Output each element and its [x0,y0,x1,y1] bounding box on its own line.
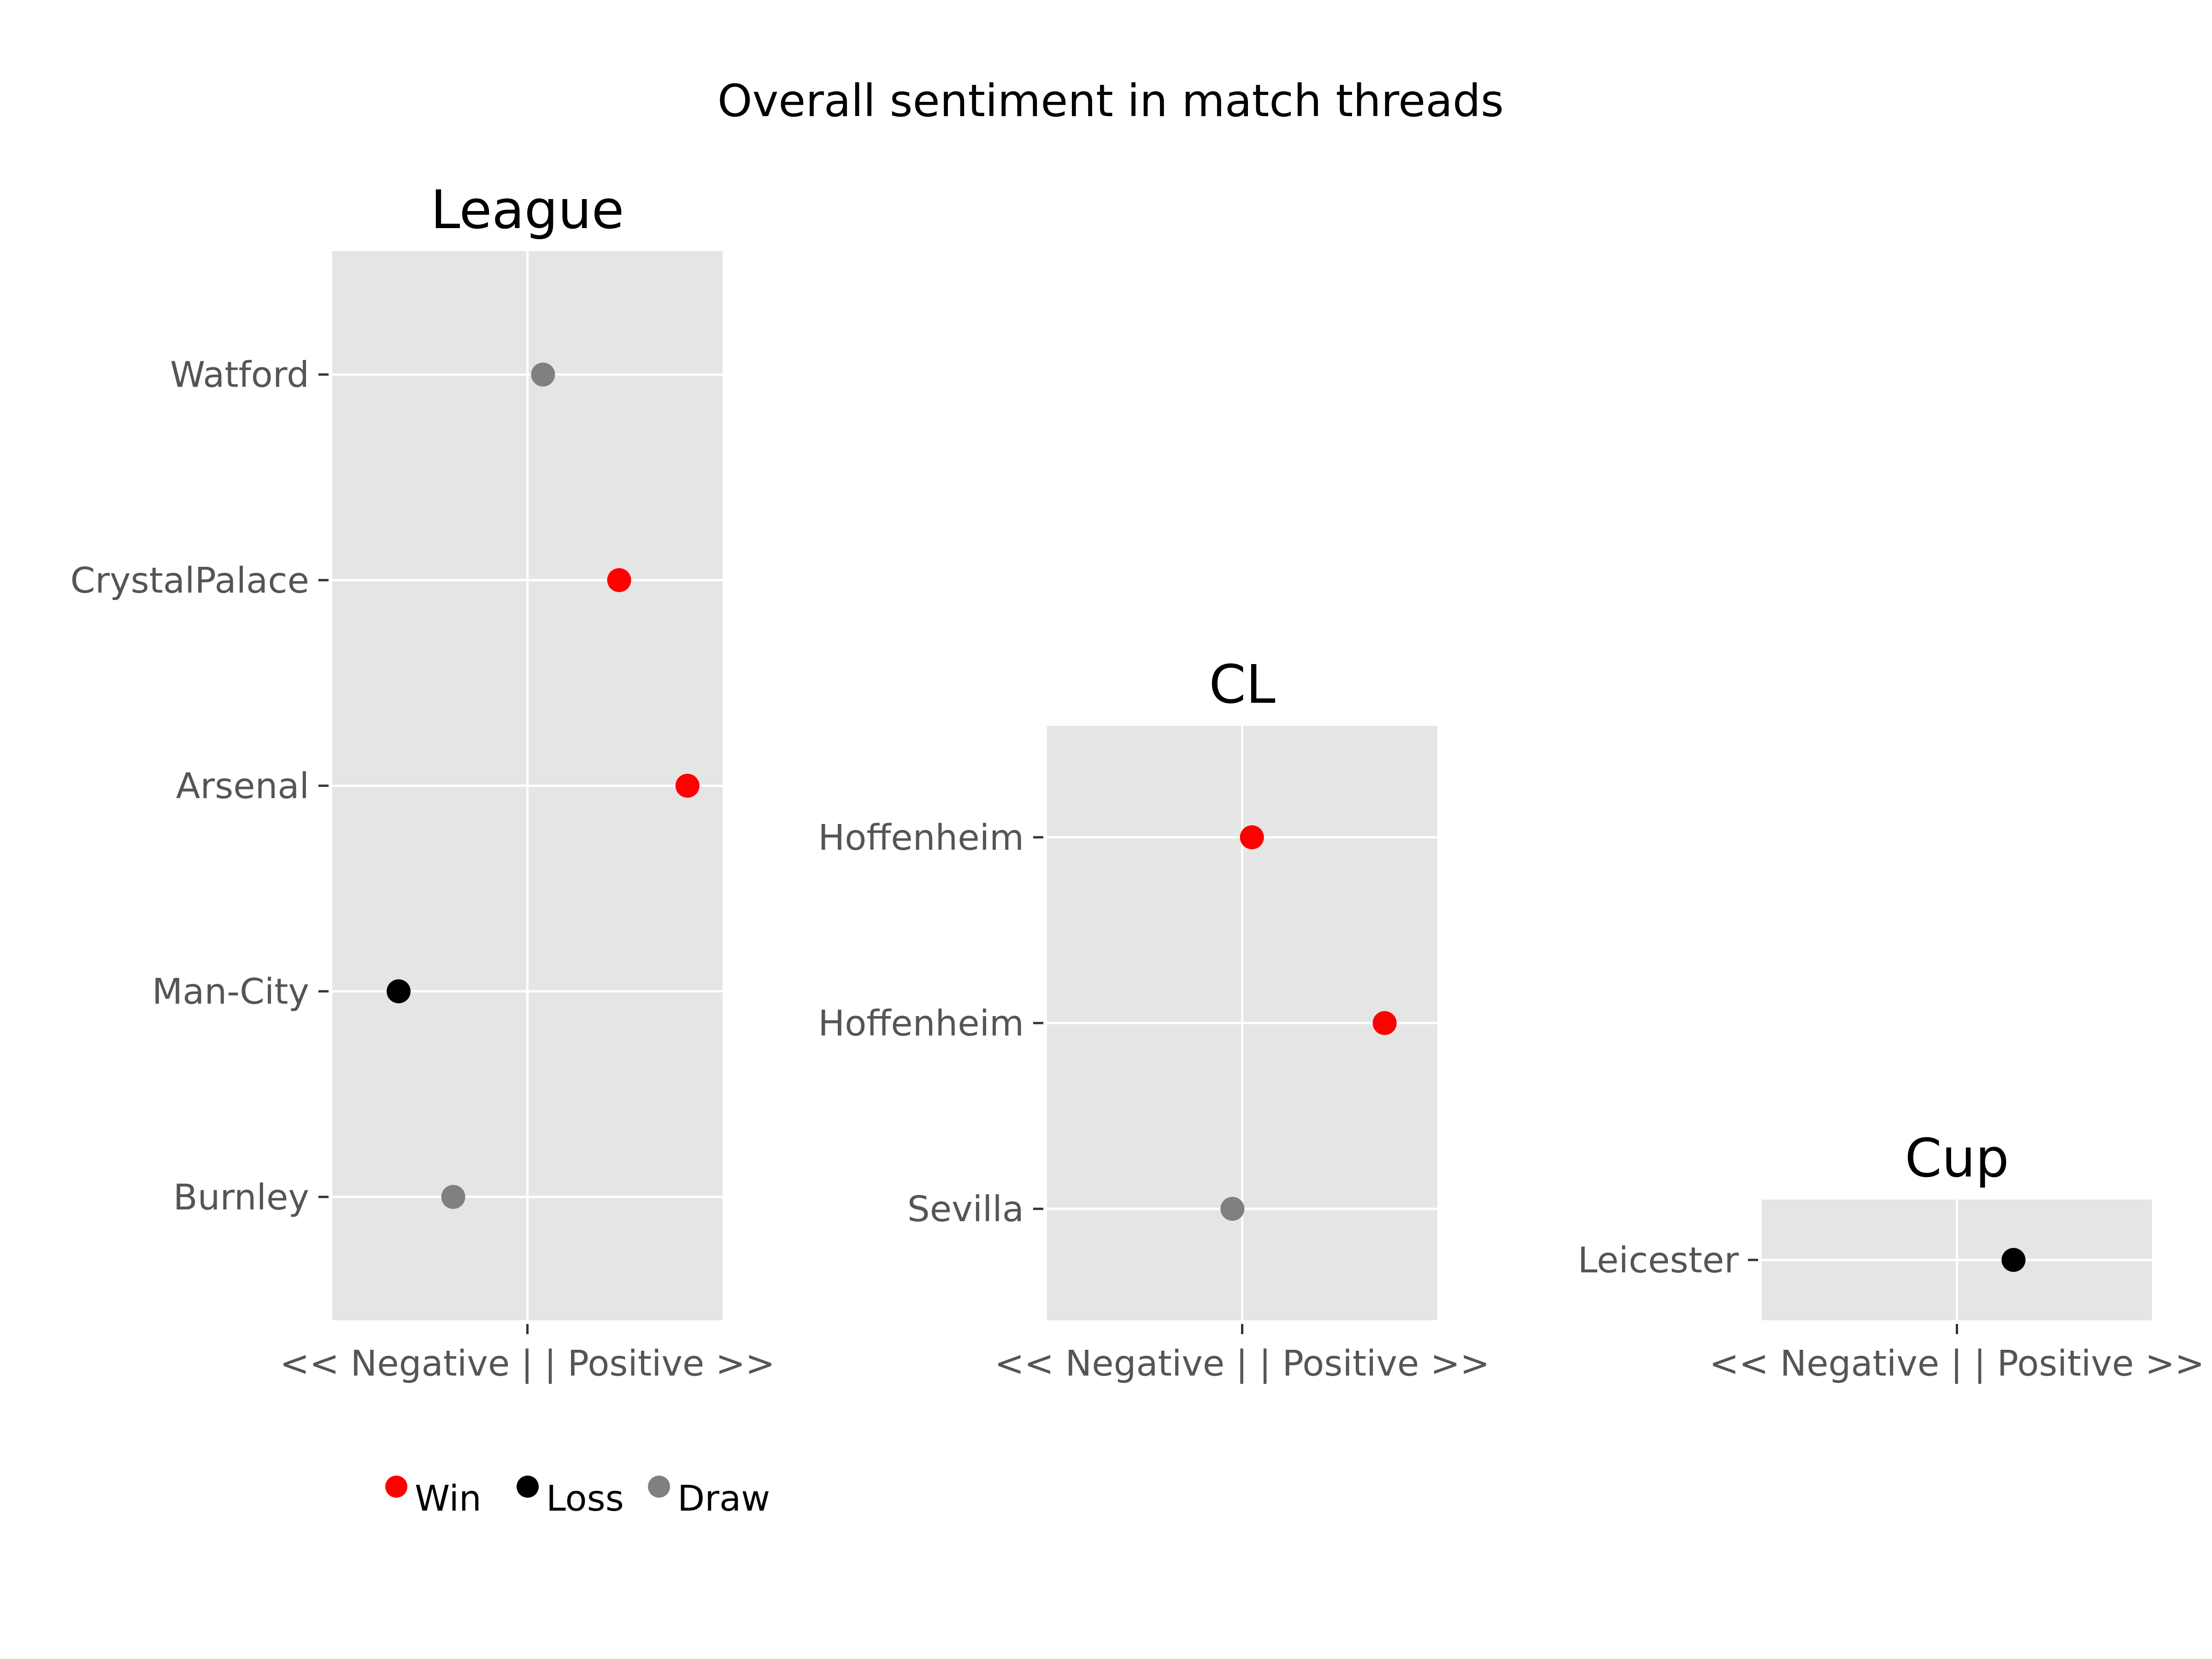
data-point [675,774,700,798]
legend-label: Draw [677,1478,770,1519]
panel-title: CL [1209,654,1275,716]
data-point [607,568,631,592]
y-tick-label: Watford [170,355,309,396]
data-point [1240,825,1264,849]
panel-title: League [431,179,624,241]
data-point [441,1185,465,1209]
y-tick-label: Sevilla [907,1189,1024,1230]
data-point [2001,1248,2026,1272]
panel-league: Burnley Man-City Arsenal CrystalPalace Watfo… [71,179,775,1384]
data-point [1372,1011,1397,1035]
data-point [531,362,555,387]
legend-marker [648,1476,670,1498]
y-tick-label: CrystalPalace [71,560,309,601]
panels: Burnley Man-City Arsenal CrystalPalace Watfo… [71,179,2205,1384]
legend-label: Win [415,1478,482,1519]
legend-marker [517,1476,539,1498]
y-tick-label: Arsenal [176,766,309,807]
y-tick-label: Burnley [173,1177,309,1218]
y-tick-label: Man-City [152,971,309,1012]
data-point [1220,1197,1245,1221]
x-axis-label: << Negative | | Positive >> [994,1343,1490,1384]
chart-title: Overall sentiment in match threads [718,75,1504,127]
legend: Win Loss Draw [385,1476,770,1519]
panel-title: Cup [1905,1128,2009,1189]
legend-marker [385,1476,407,1498]
x-axis-label: << Negative | | Positive >> [280,1343,775,1384]
data-point [386,979,411,1004]
panel-cl: Sevilla Hoffenheim Hoffenheim << Negative |… [818,654,1490,1384]
y-tick-label: Leicester [1578,1240,1739,1281]
panel-cup: Leicester << Negative | | Positive >> Cup [1578,1128,2205,1384]
x-axis-label: << Negative | | Positive >> [1709,1343,2205,1384]
y-tick-label: Hoffenheim [818,1003,1024,1044]
y-tick-label: Hoffenheim [818,818,1024,859]
legend-label: Loss [546,1478,624,1519]
